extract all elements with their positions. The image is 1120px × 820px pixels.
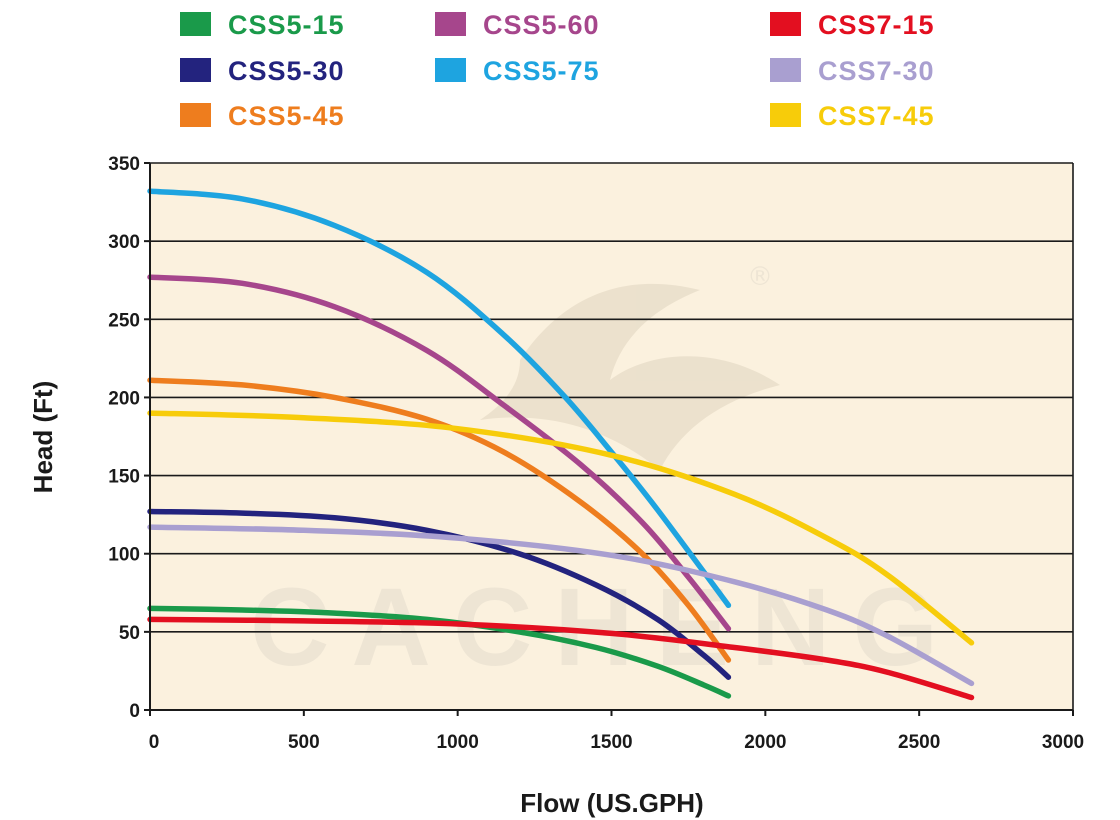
series-line-css5-75 bbox=[147, 188, 732, 609]
y-tick-label: 300 bbox=[108, 232, 140, 253]
legend-item-css5-45: CSS5-45 bbox=[180, 101, 345, 131]
legend: CSS5-15 CSS5-30 CSS5-45 CSS5-60 CSS5-75 CSS7-… bbox=[180, 10, 935, 131]
y-tick-label: 150 bbox=[108, 467, 140, 488]
legend-label: CSS5-75 bbox=[483, 56, 600, 86]
x-axis-title: Flow (US.GPH) bbox=[520, 788, 703, 818]
legend-item-css7-15: CSS7-15 bbox=[770, 10, 935, 40]
x-tick-label: 0 bbox=[149, 732, 160, 753]
legend-label: CSS7-45 bbox=[818, 101, 935, 131]
series-line-css5-60 bbox=[147, 274, 732, 632]
x-tick-label: 2000 bbox=[744, 732, 786, 753]
y-tick-label: 250 bbox=[108, 310, 140, 331]
legend-label: CSS5-60 bbox=[483, 10, 600, 40]
series-line-css5-30 bbox=[147, 508, 732, 680]
x-tick-label: 3000 bbox=[1042, 732, 1084, 753]
axes: 0 50 100 150 200 250 300 350 0 500 1000 1500 2000 250… bbox=[108, 154, 1084, 753]
y-tick-label: 50 bbox=[119, 623, 140, 644]
series-line-css5-15 bbox=[147, 605, 732, 699]
y-tick-label: 100 bbox=[108, 545, 140, 566]
series-line-css7-15 bbox=[147, 616, 975, 701]
series-line-css5-45 bbox=[147, 377, 732, 663]
y-axis-title: Head (Ft) bbox=[28, 381, 58, 494]
legend-label: CSS5-45 bbox=[228, 101, 345, 131]
legend-swatch bbox=[435, 12, 466, 36]
y-tick-label: 0 bbox=[129, 701, 140, 722]
legend-swatch bbox=[770, 103, 801, 127]
legend-label: CSS5-15 bbox=[228, 10, 345, 40]
x-tick-label: 2500 bbox=[898, 732, 940, 753]
legend-label: CSS5-30 bbox=[228, 56, 345, 86]
legend-label: CSS7-30 bbox=[818, 56, 935, 86]
legend-swatch bbox=[180, 103, 211, 127]
legend-item-css5-30: CSS5-30 bbox=[180, 56, 345, 86]
watermark-logo-shape bbox=[480, 283, 780, 470]
legend-swatch bbox=[180, 58, 211, 82]
legend-label: CSS7-15 bbox=[818, 10, 935, 40]
y-tick-label: 350 bbox=[108, 154, 140, 175]
watermark-registered-mark: ® bbox=[747, 262, 773, 292]
x-tick-label: 1500 bbox=[590, 732, 632, 753]
x-tick-label: 500 bbox=[288, 732, 320, 753]
legend-item-css7-30: CSS7-30 bbox=[770, 56, 935, 86]
series-line-css7-30 bbox=[147, 524, 975, 687]
legend-swatch bbox=[180, 12, 211, 36]
legend-item-css7-45: CSS7-45 bbox=[770, 101, 935, 131]
legend-swatch bbox=[770, 58, 801, 82]
series-line-css7-45 bbox=[147, 410, 975, 646]
legend-item-css5-15: CSS5-15 bbox=[180, 10, 345, 40]
series-lines bbox=[147, 188, 975, 701]
watermark-text: CACHENG bbox=[250, 566, 960, 689]
legend-swatch bbox=[435, 58, 466, 82]
x-tick-label: 1000 bbox=[437, 732, 479, 753]
legend-item-css5-75: CSS5-75 bbox=[435, 56, 600, 86]
legend-swatch bbox=[770, 12, 801, 36]
y-tick-label: 200 bbox=[108, 388, 140, 409]
watermark: CACHENG ® bbox=[250, 262, 960, 689]
legend-item-css5-60: CSS5-60 bbox=[435, 10, 600, 40]
